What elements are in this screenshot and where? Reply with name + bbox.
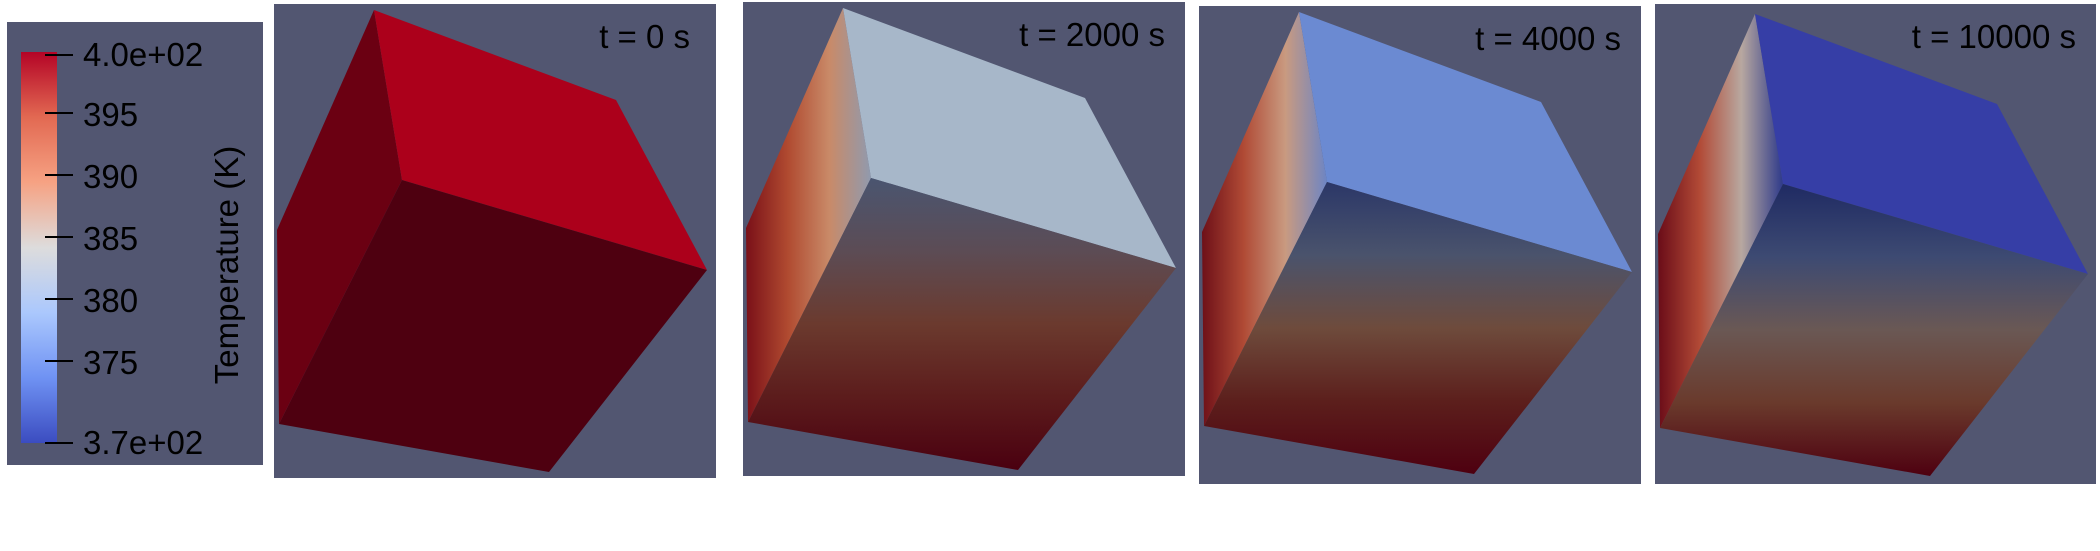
cube-panel-t10000: t = 10000 s [1655,4,2096,484]
cube-left-face [746,8,871,422]
colorbar-tick-385 [45,236,73,238]
cube-front-face [1204,182,1632,474]
temperature-colorbar [21,52,57,443]
cube-left-face [1202,12,1327,426]
time-label: t = 4000 s [1475,20,1621,57]
colorbar-max-label: 4.0e+02 [83,36,204,73]
cube-render [1658,14,2088,476]
cube-panel-t0: t = 0 s [274,4,716,478]
time-label: t = 2000 s [1019,16,1165,53]
cube-top-face [843,8,1176,268]
colorbar-tick-label: 375 [83,344,139,381]
cube-render [277,10,707,472]
cube-left-face [277,10,402,424]
cube-front-face [1660,184,2088,476]
colorbar-tick-395 [45,112,73,114]
colorbar-tick-390 [45,174,73,176]
cube-front-face [748,178,1176,470]
cube-top-face [374,10,707,270]
colorbar-tick-label: 385 [83,220,139,257]
temperature-legend: 4.0e+02 395 390 385 380 375 3.7e+02 Temp… [7,22,263,465]
colorbar-tick-label: 390 [83,158,139,195]
cube-panel-t4000: t = 4000 s [1199,6,1641,484]
colorbar-tick-label: 395 [83,96,139,133]
cube-render [1202,12,1632,474]
time-label: t = 0 s [599,18,690,55]
cube-left-face [1658,14,1783,428]
cube-render [746,8,1176,470]
cube-top-face [1299,12,1632,272]
colorbar-tick-min [45,442,73,444]
colorbar-min-label: 3.7e+02 [83,424,204,461]
cube-panel-t2000: t = 2000 s [743,2,1185,476]
time-label: t = 10000 s [1911,18,2076,55]
colorbar-tick-380 [45,298,73,300]
colorbar-tick-label: 380 [83,282,139,319]
colorbar-title-text: Temperature (K) [208,145,245,385]
colorbar-tick-375 [45,360,73,362]
colorbar-tick-max [45,54,73,56]
cube-top-face [1755,14,2088,274]
cube-front-face [279,180,707,472]
